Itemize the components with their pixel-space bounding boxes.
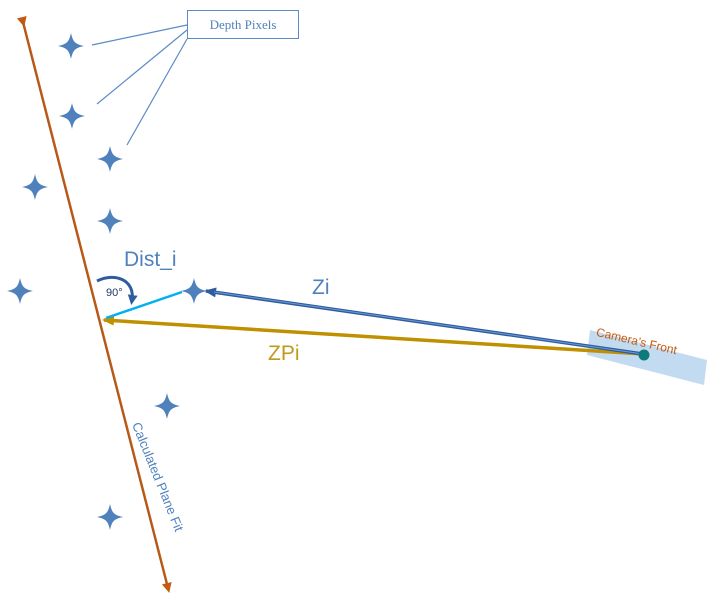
depth-pixel-star-icon (7, 278, 33, 304)
depth-pixel-star-icon (154, 393, 180, 419)
depth-pixel-star-icon (97, 208, 123, 234)
callout-line-3 (126, 38, 188, 146)
plane-fit-line (16, 15, 172, 593)
zpi-label: ZPi (268, 342, 300, 365)
depth-pixel-star-icon (181, 278, 207, 304)
dist-i-label: Dist_i (124, 248, 177, 271)
camera-dot (638, 349, 650, 361)
depth-pixel-star-icon (58, 33, 84, 59)
plane-fit-line-shadow (21, 19, 168, 587)
depth-pixels-callout: Depth Pixels (187, 10, 299, 39)
zpi-arrow (102, 315, 644, 356)
depth-pixel-star-icon (59, 103, 85, 129)
callout-line-1 (91, 24, 188, 46)
dist-i-line (105, 290, 183, 320)
right-angle-arc (96, 275, 138, 305)
depth-pixel-star-icon (22, 174, 48, 200)
callout-line-2 (96, 29, 188, 105)
depth-pixel-star-icon (97, 504, 123, 530)
zi-arrow-highlight (213, 291, 644, 355)
depth-pixel-star-icon (97, 146, 123, 172)
right-angle-label: 90° (106, 287, 123, 299)
zi-label: Zi (312, 276, 330, 299)
